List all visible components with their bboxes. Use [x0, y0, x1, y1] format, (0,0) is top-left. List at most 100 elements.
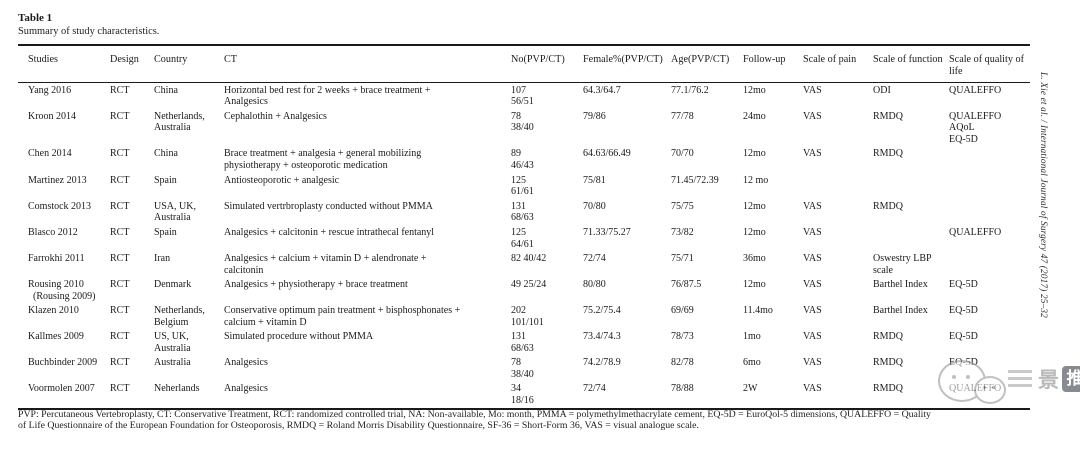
cell-scale-of-function: RMDQ: [873, 357, 904, 369]
cell-age: 75/75: [671, 200, 694, 212]
column-header-no: No(PVP/CT): [511, 45, 583, 83]
table-caption: Summary of study characteristics.: [18, 26, 160, 37]
cell-followup: 12mo: [743, 84, 766, 96]
cell-scale-of-pain: VAS: [803, 200, 822, 212]
cell-design: RCT: [110, 357, 130, 369]
cell-study: Rousing 2010 (Rousing 2009): [28, 278, 96, 302]
column-header-scale-of-qol: Scale of quality of life: [949, 45, 1030, 83]
journal-citation-sidebar: L. Xie et al. / International Journal of…: [1039, 72, 1049, 318]
table-caption-block: Table 1 Summary of study characteristics…: [18, 12, 159, 38]
study-characteristics-table: Studies Design Country CT No(PVP/CT) Fem…: [18, 44, 1030, 410]
cell-no-pvp-ct: 131 68/63: [511, 331, 534, 354]
cell-country: China: [154, 148, 178, 160]
column-header-age: Age(PVP/CT): [671, 45, 743, 83]
cell-design: RCT: [110, 84, 130, 96]
cell-no-pvp-ct: 131 68/63: [511, 200, 534, 224]
table-row: Kallmes 2009 RCT US, UK, Australia Simul…: [18, 330, 1030, 356]
chat-bubble-small-icon: [974, 376, 1006, 404]
cell-age: 73/82: [671, 226, 694, 238]
table-row: Klazen 2010 RCT Netherlands, Belgium Con…: [18, 304, 1030, 330]
cell-scale-of-pain: VAS: [803, 84, 822, 96]
cell-followup: 6mo: [743, 357, 761, 369]
cell-conservative-treatment: Analgesics: [224, 383, 268, 395]
cell-female-percent: 75/81: [583, 174, 606, 186]
cell-conservative-treatment: Analgesics: [224, 357, 268, 369]
cell-no-pvp-ct: 125 64/61: [511, 226, 534, 250]
cell-female-percent: 70/80: [583, 200, 606, 212]
cell-scale-of-pain: VAS: [803, 226, 822, 238]
cell-no-pvp-ct: 78 38/40: [511, 110, 534, 134]
bubble-eye-icon: [983, 386, 986, 389]
cell-study: Kroon 2014: [28, 110, 77, 122]
cell-age: 70/70: [671, 148, 694, 160]
cell-design: RCT: [110, 278, 130, 290]
cell-design: RCT: [110, 252, 130, 264]
cell-study: Buchbinder 2009: [28, 357, 98, 369]
cell-age: 75/71: [671, 252, 694, 264]
cell-study: Kallmes 2009: [28, 331, 84, 343]
cell-study: Comstock 2013: [28, 200, 92, 212]
cell-followup: 12mo: [743, 278, 766, 290]
cell-country: Australia: [154, 357, 191, 369]
cell-conservative-treatment: Brace treatment + analgesia + general mo…: [224, 148, 422, 172]
cell-no-pvp-ct: 89 46/43: [511, 148, 534, 172]
watermark-lines-icon: [1008, 370, 1032, 391]
cell-scale-of-pain: VAS: [803, 305, 822, 317]
cell-conservative-treatment: Conservative optimum pain treatment + bi…: [224, 305, 461, 328]
cell-country: USA, UK, Australia: [154, 200, 196, 224]
cell-country: Netherlands, Belgium: [154, 305, 205, 328]
column-header-country: Country: [154, 45, 224, 83]
table-footnote: PVP: Percutaneous Vertebroplasty, CT: Co…: [18, 409, 931, 431]
cell-scale-of-qol: [949, 173, 1030, 199]
cell-age: 76/87.5: [671, 278, 702, 290]
cell-no-pvp-ct: 107 56/51: [511, 84, 534, 108]
cell-design: RCT: [110, 226, 130, 238]
column-header-female: Female%(PVP/CT): [583, 45, 671, 83]
cell-conservative-treatment: Horizontal bed rest for 2 weeks + brace …: [224, 84, 431, 108]
bubble-eye-icon: [992, 386, 995, 389]
column-header-followup: Follow-up: [743, 45, 803, 83]
cell-female-percent: 80/80: [583, 278, 606, 290]
cell-design: RCT: [110, 383, 130, 395]
table-row: Martinez 2013 RCT Spain Antiosteoporotic…: [18, 173, 1030, 199]
cell-scale-of-function: [873, 225, 949, 251]
cell-conservative-treatment: Antiosteoporotic + analgesic: [224, 174, 340, 186]
cell-conservative-treatment: Analgesics + physiotherapy + brace treat…: [224, 278, 408, 290]
table-header: Studies Design Country CT No(PVP/CT) Fem…: [18, 45, 1030, 83]
cell-conservative-treatment: Analgesics + calcitonin + rescue intrath…: [224, 226, 435, 238]
cell-followup: 11.4mo: [743, 305, 773, 317]
watermark-badge: 推: [1062, 366, 1080, 392]
cell-age: 78/88: [671, 383, 694, 395]
watermark-character: 景: [1038, 368, 1059, 392]
header-row: Studies Design Country CT No(PVP/CT) Fem…: [18, 45, 1030, 83]
study-table-body: Yang 2016 RCT China Horizontal bed rest …: [18, 83, 1030, 409]
cell-age: 77.1/76.2: [671, 84, 709, 96]
cell-scale-of-pain: VAS: [803, 148, 822, 160]
cell-conservative-treatment: Analgesics + calcium + vitamin D + alend…: [224, 252, 427, 276]
table-row: Comstock 2013 RCT USA, UK, Australia Sim…: [18, 199, 1030, 225]
cell-no-pvp-ct: 202 101/101: [511, 305, 544, 328]
table-row: Rousing 2010 (Rousing 2009) RCT Denmark …: [18, 277, 1030, 303]
cell-scale-of-function: [873, 173, 949, 199]
cell-female-percent: 64.63/66.49: [583, 148, 631, 160]
cell-female-percent: 72/74: [583, 252, 606, 264]
cell-design: RCT: [110, 305, 130, 317]
cell-scale-of-qol: [949, 251, 1030, 277]
cell-scale-of-function: Barthel Index: [873, 305, 928, 317]
cell-female-percent: 74.2/78.9: [583, 357, 621, 369]
bubble-eye-icon: [952, 375, 956, 379]
cell-country: Spain: [154, 174, 177, 186]
cell-scale-of-qol: [949, 199, 1030, 225]
cell-scale-of-pain: VAS: [803, 110, 822, 122]
table-row: Chen 2014 RCT China Brace treatment + an…: [18, 147, 1030, 173]
column-header-design: Design: [110, 45, 154, 83]
cell-followup: 12mo: [743, 200, 766, 212]
cell-country: China: [154, 84, 178, 96]
cell-female-percent: 64.3/64.7: [583, 84, 621, 96]
cell-scale-of-qol: EQ-5D: [949, 331, 978, 343]
cell-female-percent: 75.2/75.4: [583, 305, 621, 317]
cell-scale-of-pain: VAS: [803, 252, 822, 264]
cell-scale-of-qol: [949, 147, 1030, 173]
table-row: Yang 2016 RCT China Horizontal bed rest …: [18, 83, 1030, 110]
cell-study: Farrokhi 2011: [28, 252, 85, 264]
